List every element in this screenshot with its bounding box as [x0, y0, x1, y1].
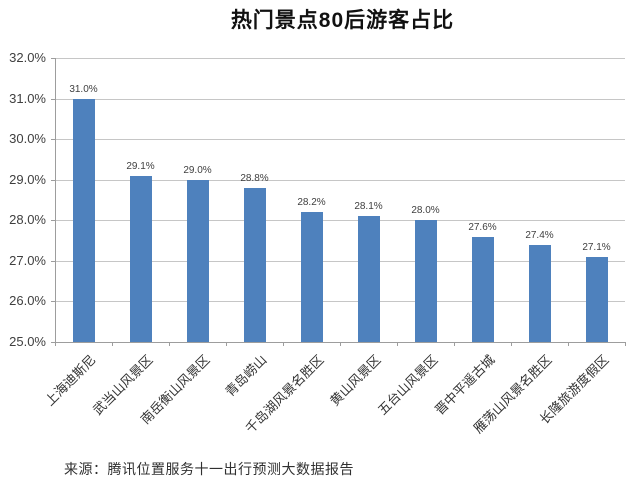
- bar: [585, 256, 608, 342]
- bar: [129, 175, 152, 342]
- x-axis-tick: [454, 342, 455, 346]
- x-axis-tick: [625, 342, 626, 346]
- bar-value-label: 28.0%: [411, 205, 440, 217]
- x-axis-tick: [112, 342, 113, 346]
- y-axis-tick: [51, 260, 55, 262]
- chart-title: 热门景点80后游客占比: [230, 9, 455, 32]
- bar-value-label: 31.0%: [69, 83, 98, 95]
- bar-value-label: 29.1%: [126, 160, 155, 172]
- x-axis-tick: [511, 342, 512, 346]
- bar: [300, 212, 323, 342]
- bar: [186, 179, 209, 342]
- y-axis-tick-label: 30.0%: [9, 131, 46, 147]
- y-axis-tick-label: 31.0%: [9, 90, 46, 106]
- x-axis-tick: [340, 342, 341, 346]
- gridline: [55, 98, 625, 100]
- y-axis-line: [55, 58, 56, 343]
- bar-value-label: 29.0%: [183, 164, 212, 176]
- bar-value-label: 27.1%: [582, 241, 611, 253]
- x-axis-tick: [226, 342, 227, 346]
- bar-value-label: 27.4%: [525, 229, 554, 241]
- x-axis-tick: [169, 342, 170, 346]
- x-axis-category-label: 上海迪斯尼: [42, 352, 100, 409]
- y-axis-tick: [51, 179, 55, 181]
- y-axis-tick-label: 27.0%: [9, 252, 46, 268]
- bar: [243, 187, 266, 342]
- y-axis-tick-label: 29.0%: [9, 171, 46, 187]
- bar-value-label: 28.8%: [240, 172, 269, 184]
- x-axis-tick: [568, 342, 569, 346]
- bar: [471, 236, 494, 342]
- y-axis-tick: [51, 98, 55, 100]
- x-axis-tick: [55, 342, 56, 346]
- x-axis-tick: [283, 342, 284, 346]
- y-axis-tick-label: 28.0%: [9, 212, 46, 228]
- gridline: [55, 179, 625, 181]
- x-axis-tick: [397, 342, 398, 346]
- y-axis-tick: [51, 220, 55, 222]
- y-axis-tick-label: 32.0%: [9, 50, 46, 65]
- source-caption: 来源：腾讯位置服务十一出行预测大数据报告: [64, 461, 354, 477]
- gridline: [55, 220, 625, 222]
- gridline: [55, 260, 625, 262]
- bar: [414, 220, 437, 342]
- y-axis-tick-label: 26.0%: [9, 293, 46, 309]
- bar-value-label: 28.2%: [297, 197, 326, 209]
- y-axis-tick: [51, 139, 55, 141]
- gridline: [55, 301, 625, 303]
- bar-value-label: 28.1%: [354, 201, 383, 213]
- y-axis-tick-label: 25.0%: [9, 334, 46, 349]
- plot-area: 25.0% 26.0% 27.0% 28.0% 29.0% 30.0% 31.0% 32.0%…: [9, 50, 626, 436]
- bar: [528, 244, 551, 342]
- x-axis-category-label: 青岛崂山: [222, 352, 271, 400]
- x-axis-category-label: 五台山风景区: [375, 352, 442, 418]
- bar-value-label: 27.6%: [468, 221, 497, 233]
- y-axis-tick: [51, 58, 55, 59]
- bar: [357, 216, 380, 342]
- gridline: [55, 139, 625, 141]
- y-axis-tick: [51, 342, 55, 343]
- bar: [72, 98, 95, 342]
- y-axis-tick: [51, 301, 55, 303]
- x-axis-category-label: 黄山风景区: [327, 352, 385, 409]
- gridline: [55, 58, 625, 59]
